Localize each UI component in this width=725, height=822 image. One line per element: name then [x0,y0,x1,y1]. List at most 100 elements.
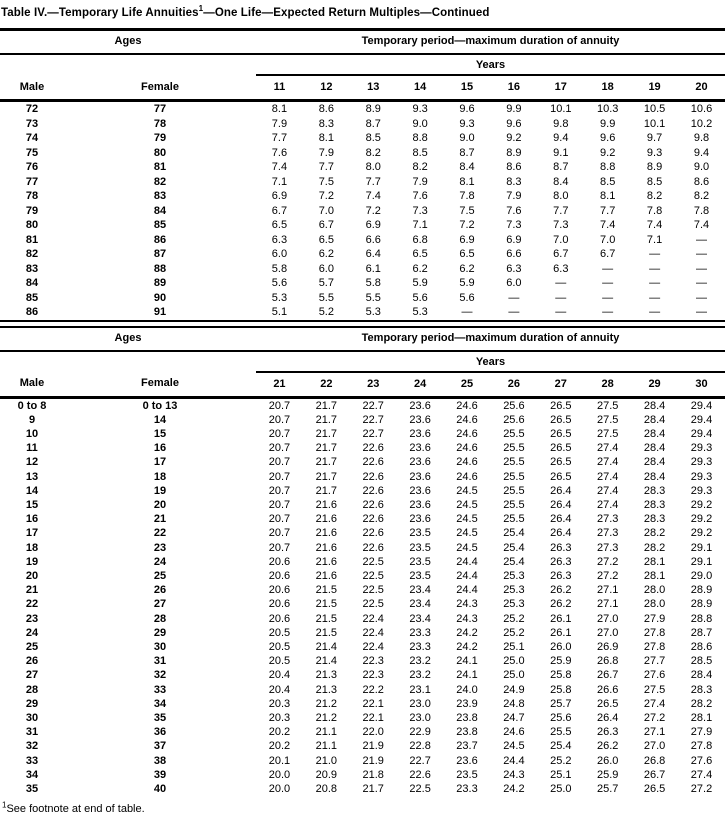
multiple-value-cell: 24.5 [456,527,478,540]
female-age-cell: 89 [153,277,167,289]
multiple-value-cell: 27.4 [596,484,619,497]
male-age-cell: 85 [25,291,39,304]
multiple-value-cell: 28.7 [690,626,713,639]
multiple-value-cell: 22.5 [409,782,431,795]
multiple-value-cell: 23.6 [409,470,431,483]
multiple-value-cell: 21.9 [362,740,384,753]
multiple-value-cell: 8.8 [412,132,428,144]
multiple-value-cell: 28.4 [643,442,666,455]
multiple-value-cell: 7.4 [271,161,288,173]
multiple-value-cell: 27.2 [690,782,713,795]
male-age-cell: 11 [26,442,38,455]
multiple-value-cell: 24.6 [456,399,478,412]
male-age-cell: 77 [25,175,39,188]
multiple-value-cell: 8.2 [412,161,428,173]
male-age-cell: 72 [25,103,39,115]
multiple-value-cell: 27.2 [596,555,619,568]
multiple-value-cell: 24.1 [456,655,478,668]
multiple-value-cell: 27.8 [643,640,666,653]
female-age-cell: 16 [153,442,167,455]
multiple-value-cell: 8.1 [459,175,475,188]
multiple-value-cell: 8.9 [646,161,663,173]
male-column-header: Male [0,75,64,102]
multiple-value-cell: 5.5 [365,291,381,304]
multiple-value-cell: 23.3 [409,626,431,639]
female-age-cell: 85 [153,219,167,231]
period-header: Temporary period—maximum duration of ann… [256,327,725,352]
multiple-value-cell: 27.0 [596,612,619,625]
year-column-header: 26 [490,371,538,399]
period-header: Temporary period—maximum duration of ann… [256,31,725,55]
multiple-value-cell: 27.1 [596,584,619,597]
multiple-value-cell: 25.5 [503,470,525,483]
male-age-cell: 23 [25,612,39,625]
multiple-value-cell: — [649,262,661,275]
multiple-value-cell: 5.3 [271,291,288,304]
multiple-value-cell: 23.4 [409,584,431,597]
multiple-value-cell: — [696,233,707,246]
multiple-value-cell: — [461,306,473,318]
years-header-spacer [0,54,256,75]
female-age-cell: 24 [153,555,167,568]
multiple-value-cell: 7.4 [693,219,710,231]
multiple-value-cell: 27.3 [596,541,619,554]
multiple-value-cell: 8.0 [365,161,381,173]
multiple-value-cell: 25.2 [550,754,572,767]
multiple-value-cell: 26.5 [550,470,572,483]
multiple-value-cell: 24.2 [503,782,525,795]
multiple-value-cell: — [602,306,614,318]
multiple-value-cell: 25.5 [503,484,525,497]
multiple-value-cell: 27.3 [596,527,619,540]
table-row: 21 26 20.6 21.5 22.5 23.4 24.4 25.3 26.2 27.1 28.0… [0,583,725,597]
multiple-value-cell: 28.1 [643,569,666,582]
multiple-value-cell: 23.0 [409,697,431,710]
multiple-value-cell: 7.1 [646,233,663,246]
multiple-value-cell: 27.6 [690,754,713,767]
page-title: Table IV.—Temporary Life Annuities1—One … [0,0,725,28]
multiple-value-cell: 23.6 [456,754,478,767]
multiple-value-cell: 28.4 [643,456,666,469]
multiple-value-cell: 8.4 [553,175,569,188]
female-age-cell: 84 [153,204,167,217]
multiple-value-cell: 7.2 [365,204,381,217]
multiple-value-cell: 27.4 [596,456,619,469]
year-column-header: 17 [537,75,585,102]
multiple-value-cell: 24.6 [456,456,478,469]
female-age-cell: 32 [153,669,167,682]
multiple-value-cell: 26.5 [643,782,666,795]
multiple-value-cell: 28.2 [643,527,666,540]
male-age-cell: 21 [25,584,39,597]
multiple-value-cell: 27.0 [596,626,619,639]
multiple-value-cell: 7.6 [412,190,428,202]
years-header-row: Years [0,350,725,373]
year-column-header: 15 [443,75,491,102]
female-column-header: Female [64,371,256,399]
multiple-value-cell: 21.6 [315,513,338,526]
multiple-value-cell: 7.9 [412,175,428,188]
multiple-value-cell: 28.3 [690,683,713,696]
multiple-value-cell: 24.7 [503,711,525,724]
multiple-value-cell: — [602,277,614,289]
table-separator-rule [0,319,725,328]
multiple-value-cell: 24.5 [456,513,478,526]
multiple-value-cell: 24.3 [503,768,525,781]
multiple-value-cell: 24.2 [456,640,478,653]
multiple-value-cell: 8.3 [506,175,522,188]
multiple-value-cell: 21.6 [315,569,338,582]
multiple-value-cell: 25.0 [550,782,572,795]
male-age-cell: 74 [25,132,39,144]
multiple-value-cell: 23.5 [409,527,431,540]
multiple-value-cell: 6.3 [553,262,569,275]
female-age-cell: 21 [153,513,167,526]
multiple-value-cell: 9.0 [693,161,710,173]
female-age-cell: 15 [153,427,167,440]
table-row: 73 78 7.9 8.3 8.7 9.0 9.3 9.6 9.8 9.9 10.1 10.2 [0,117,725,132]
male-age-cell: 0 to 8 [17,399,47,412]
multiple-value-cell: 20.6 [268,569,291,582]
multiple-value-cell: 20.7 [268,413,291,426]
multiple-value-cell: 7.3 [506,219,522,231]
page-title-main: Table IV.—Temporary Life Annuities [1,7,199,19]
multiple-value-cell: 28.2 [643,541,666,554]
multiple-value-cell: 22.6 [362,498,384,511]
male-age-cell: 19 [25,555,39,568]
